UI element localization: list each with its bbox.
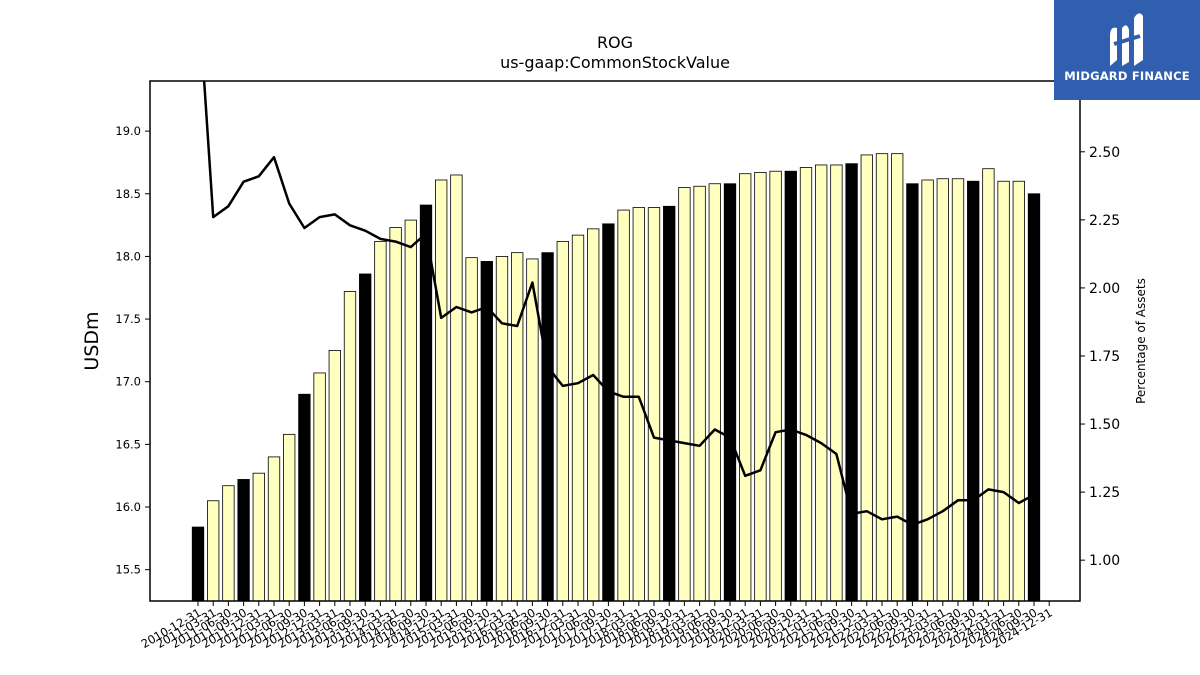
x-axis: 2010-12-312011-03-312011-06-302011-09-30… — [139, 601, 1055, 651]
bar — [587, 228, 600, 602]
y-tick-label: 15.5 — [115, 563, 141, 577]
bar — [997, 180, 1010, 602]
bar — [845, 163, 858, 602]
bar — [906, 183, 919, 602]
bar — [875, 153, 889, 602]
bar — [1012, 180, 1025, 602]
bar — [328, 349, 341, 602]
line-series — [202, 81, 1035, 527]
bar — [799, 167, 813, 602]
y-tick-label: 19.0 — [115, 124, 141, 138]
bar — [663, 205, 676, 602]
chart-title: ROG — [597, 33, 633, 52]
y-tick-label: 16.0 — [115, 500, 141, 514]
bar — [693, 185, 706, 602]
y2-tick-label: 1.25 — [1089, 485, 1120, 501]
y-tick-label: 16.5 — [115, 437, 141, 451]
bar — [860, 154, 873, 602]
bar — [419, 204, 433, 602]
bar — [389, 227, 402, 602]
bar — [191, 526, 205, 602]
bar — [556, 240, 569, 602]
bar — [541, 252, 554, 602]
logo-text: MIDGARD FINANCE — [1064, 69, 1190, 83]
bar — [754, 172, 767, 602]
midgard-logo-icon — [1110, 13, 1143, 66]
y2-tick-label: 1.50 — [1089, 417, 1120, 433]
chart-subtitle: us-gaap:CommonStockValue — [500, 53, 730, 72]
bar — [678, 187, 691, 602]
bar — [708, 183, 721, 602]
bar — [313, 372, 326, 602]
bar — [936, 178, 949, 602]
bar — [891, 153, 904, 602]
bar — [982, 168, 995, 602]
bar — [252, 472, 265, 602]
bar — [450, 174, 463, 602]
y2-tick-label: 2.50 — [1089, 145, 1120, 161]
bar — [222, 485, 235, 602]
bar — [283, 433, 296, 602]
bar — [921, 179, 934, 602]
y2-tick-label: 1.00 — [1089, 553, 1120, 569]
bar — [769, 170, 782, 602]
bar — [207, 500, 220, 602]
y-tick-label: 17.0 — [115, 375, 141, 389]
bar — [511, 252, 524, 602]
bar — [739, 173, 752, 602]
brand-logo: MIDGARD FINANCE — [1054, 0, 1200, 100]
bar — [237, 479, 250, 602]
bar — [343, 291, 357, 602]
y-axis-right: 1.00 1.25 1.50 1.75 2.00 2.25 2.50 — [1080, 145, 1120, 569]
bar — [404, 219, 417, 602]
y-axis-left: 15.5 16.0 16.5 17.0 17.5 18.0 18.5 19.0 — [115, 124, 150, 577]
bar — [435, 179, 448, 602]
y2-tick-label: 1.75 — [1089, 349, 1120, 365]
bar — [267, 456, 281, 602]
y-axis-label: USDm — [81, 311, 103, 370]
bar — [723, 183, 737, 602]
bar — [374, 240, 387, 602]
bar — [298, 393, 311, 602]
bar — [830, 164, 843, 602]
bar — [495, 256, 509, 602]
bar — [617, 209, 630, 602]
bar — [359, 273, 372, 602]
y2-axis-label: Percentage of Assets — [1134, 278, 1148, 404]
plot-frame — [149, 80, 1081, 602]
bar — [784, 170, 797, 602]
y2-tick-label: 2.00 — [1089, 281, 1120, 297]
bar-series — [191, 153, 1041, 602]
series-line — [202, 81, 1035, 527]
bar — [815, 164, 828, 602]
bar — [1027, 193, 1041, 602]
y-tick-label: 17.5 — [115, 312, 141, 326]
y2-tick-label: 2.25 — [1089, 213, 1120, 229]
bar — [571, 234, 585, 602]
bar — [647, 207, 661, 602]
bar — [967, 180, 980, 602]
bar — [602, 223, 615, 602]
y-tick-label: 18.5 — [115, 187, 141, 201]
y-tick-label: 18.0 — [115, 249, 141, 263]
bar — [951, 178, 965, 602]
bar — [465, 257, 478, 602]
